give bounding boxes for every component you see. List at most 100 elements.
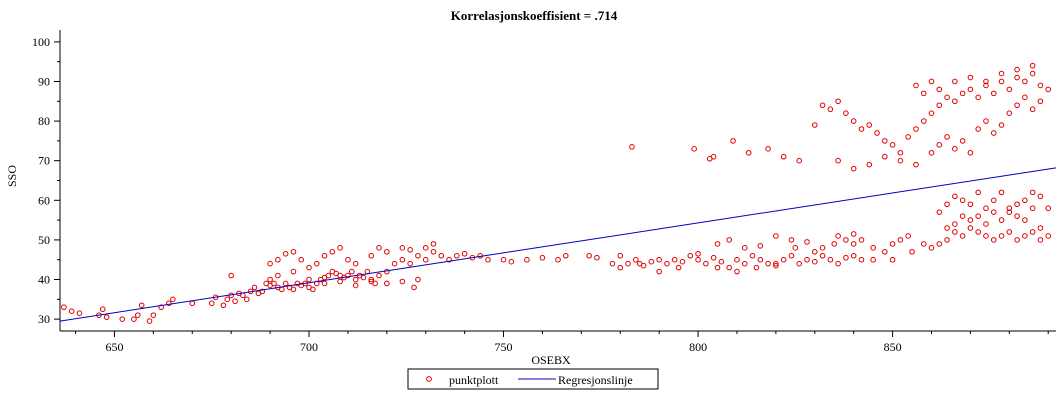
- data-point: [792, 245, 799, 251]
- data-point: [345, 256, 351, 263]
- data-point: [780, 153, 787, 160]
- data-point: [306, 276, 312, 283]
- data-point: [372, 280, 378, 287]
- data-point: [609, 260, 616, 267]
- data-point: [959, 197, 966, 204]
- data-point: [61, 304, 67, 311]
- data-point: [819, 102, 826, 109]
- data-point: [135, 312, 141, 318]
- legend-label-line: Regresjonslinje: [558, 373, 633, 387]
- legend: punktplott Regresjonslinje: [407, 368, 659, 390]
- data-point: [804, 239, 810, 245]
- data-point: [858, 237, 865, 243]
- data-point: [306, 264, 312, 271]
- x-tick-label: 650: [105, 340, 123, 354]
- data-point: [726, 264, 732, 271]
- data-point: [920, 90, 927, 97]
- data-point: [811, 122, 818, 128]
- legend-label-points: punktplott: [449, 373, 499, 387]
- data-point: [889, 256, 896, 263]
- data-point: [889, 241, 896, 247]
- data-point: [710, 153, 717, 160]
- data-point: [1029, 205, 1036, 212]
- data-point: [882, 153, 888, 160]
- data-point: [228, 272, 234, 279]
- y-tick-label: 50: [38, 233, 50, 247]
- data-point: [150, 312, 157, 318]
- legend-marker-icon: [426, 376, 432, 382]
- data-point: [508, 258, 515, 265]
- data-point: [695, 256, 701, 263]
- data-point: [998, 189, 1005, 196]
- data-point: [804, 256, 810, 263]
- data-point: [360, 274, 367, 281]
- data-point: [352, 276, 359, 283]
- data-point: [843, 237, 849, 243]
- data-point: [714, 264, 721, 271]
- data-point: [166, 300, 172, 307]
- data-point: [850, 241, 857, 247]
- data-point: [870, 245, 876, 251]
- data-point: [656, 268, 662, 275]
- data-point: [633, 256, 639, 263]
- data-point: [780, 256, 787, 263]
- data-point: [1014, 213, 1020, 219]
- data-point: [232, 298, 238, 305]
- data-point: [376, 245, 382, 251]
- data-point: [422, 245, 429, 251]
- data-point: [1022, 197, 1028, 204]
- data-point: [1037, 98, 1044, 105]
- data-point: [745, 149, 752, 156]
- data-point: [1014, 102, 1020, 109]
- data-point: [975, 189, 981, 196]
- data-point: [348, 268, 355, 275]
- data-point: [967, 201, 974, 208]
- data-point: [773, 262, 779, 269]
- data-point: [415, 276, 421, 283]
- data-point: [765, 146, 771, 152]
- data-point: [1045, 205, 1052, 212]
- data-point: [967, 74, 974, 81]
- data-point: [944, 94, 950, 101]
- data-point: [843, 110, 849, 116]
- data-point: [913, 82, 919, 89]
- data-point: [325, 272, 332, 279]
- data-point: [936, 142, 943, 148]
- data-point: [399, 245, 406, 251]
- data-point: [889, 142, 896, 148]
- data-point: [983, 221, 989, 227]
- data-point: [438, 252, 445, 259]
- data-point: [430, 248, 437, 255]
- data-point: [843, 254, 849, 261]
- data-point: [68, 308, 75, 314]
- data-point: [730, 138, 736, 144]
- data-point: [858, 126, 865, 132]
- data-point: [329, 248, 336, 255]
- data-point: [586, 252, 592, 259]
- data-point: [741, 260, 748, 267]
- data-point: [1022, 78, 1028, 85]
- data-point: [485, 256, 491, 263]
- data-point: [850, 165, 857, 172]
- data-point: [866, 161, 873, 168]
- data-point: [1037, 237, 1044, 243]
- data-point: [1037, 193, 1044, 200]
- data-point: [1022, 94, 1028, 101]
- data-point: [967, 149, 974, 156]
- data-point: [831, 241, 838, 247]
- y-tick-label: 40: [38, 273, 50, 287]
- data-point: [952, 221, 958, 227]
- data-point: [1037, 225, 1044, 231]
- data-point: [928, 149, 935, 156]
- data-point: [850, 118, 857, 124]
- data-point: [749, 252, 756, 259]
- data-point: [430, 241, 437, 247]
- data-point: [998, 70, 1005, 77]
- data-point: [788, 252, 795, 259]
- data-point: [920, 241, 927, 247]
- x-tick-label: 750: [495, 340, 513, 354]
- data-point: [562, 252, 569, 259]
- data-point: [967, 217, 974, 223]
- data-point: [119, 316, 126, 322]
- data-point: [928, 110, 935, 116]
